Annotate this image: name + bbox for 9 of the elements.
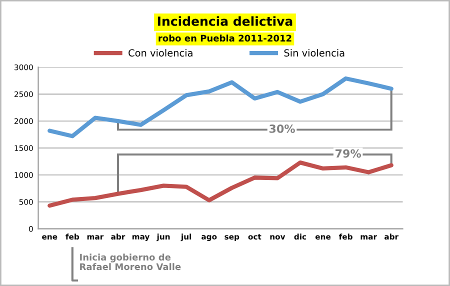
chart-subtitle: robo en Puebla 2011-2012: [158, 34, 292, 42]
line-series: [48, 76, 394, 138]
chart-title: Incidencia delictiva: [158, 16, 292, 26]
legend-label: Con violencia: [128, 49, 192, 57]
annotation: 30%: [269, 124, 295, 133]
line-series: [48, 160, 394, 208]
legend-label: Sin violencia: [284, 49, 344, 57]
annotation: 79%: [336, 149, 362, 158]
text: Inicia gobierno de Rafael Moreno Valle: [80, 254, 181, 270]
